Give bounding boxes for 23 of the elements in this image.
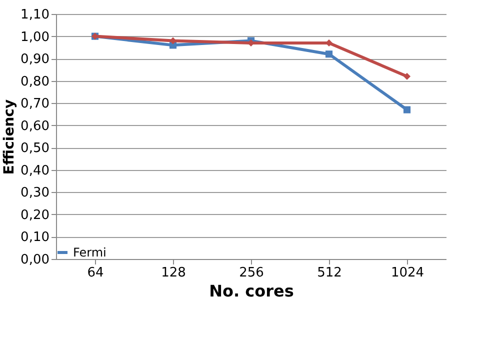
y-tick-label: 0,50 bbox=[20, 141, 50, 156]
x-axis-title: No. cores bbox=[209, 282, 294, 300]
text: Fermi bbox=[73, 246, 106, 260]
y-tick-label: 0,40 bbox=[20, 163, 50, 178]
y-tick-label: 0,60 bbox=[20, 118, 50, 134]
y-tick-label: 0,30 bbox=[20, 186, 50, 201]
y-tick-label: 0,70 bbox=[20, 96, 50, 112]
x-tick-label: 64 bbox=[87, 266, 104, 280]
y-tick-label: 0,10 bbox=[20, 230, 50, 246]
point bbox=[325, 50, 333, 58]
y-tick-label: 1,00 bbox=[20, 30, 50, 45]
y-tick-label: 0,20 bbox=[20, 208, 50, 223]
y-axis-title: Efficiency bbox=[2, 99, 18, 175]
x-tick-label: 128 bbox=[161, 266, 186, 280]
point bbox=[403, 106, 411, 114]
x-tick-label: 512 bbox=[317, 266, 342, 280]
point bbox=[403, 72, 411, 80]
y-tick-label: 0,00 bbox=[20, 252, 50, 268]
y-tick-label: 0,80 bbox=[20, 74, 50, 90]
y-tick-label: 0,90 bbox=[20, 52, 50, 68]
x-tick-label: 1024 bbox=[390, 266, 424, 280]
y-tick-label: 1,10 bbox=[20, 8, 50, 22]
x-tick-label: 256 bbox=[239, 266, 264, 280]
